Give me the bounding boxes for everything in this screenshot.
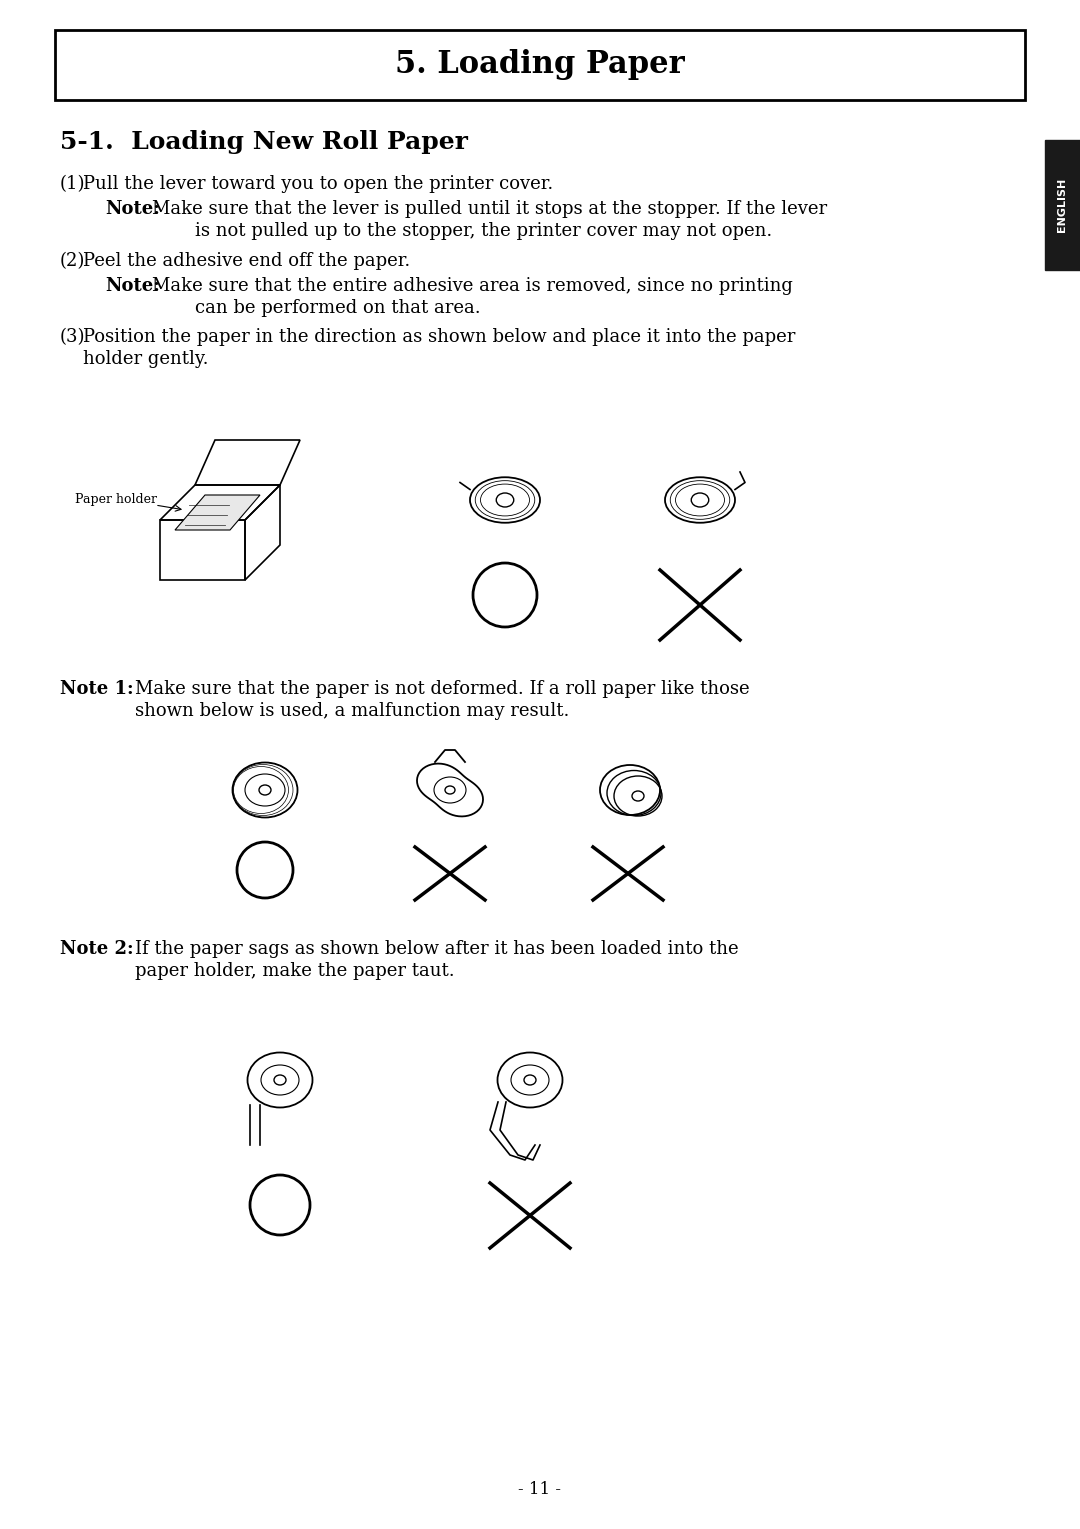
Text: If the paper sags as shown below after it has been loaded into the: If the paper sags as shown below after i… [135,940,739,959]
Ellipse shape [632,790,644,801]
Text: Peel the adhesive end off the paper.: Peel the adhesive end off the paper. [83,252,410,271]
Ellipse shape [247,1052,312,1107]
Text: (1): (1) [60,174,85,193]
Text: Note:: Note: [105,277,160,295]
FancyBboxPatch shape [55,31,1025,99]
Ellipse shape [470,477,540,523]
Text: Pull the lever toward you to open the printer cover.: Pull the lever toward you to open the pr… [83,174,553,193]
Text: 5-1.  Loading New Roll Paper: 5-1. Loading New Roll Paper [60,130,468,154]
Text: Position the paper in the direction as shown below and place it into the paper: Position the paper in the direction as s… [83,329,795,346]
Ellipse shape [498,1052,563,1107]
Text: Make sure that the entire adhesive area is removed, since no printing: Make sure that the entire adhesive area … [152,277,793,295]
Text: paper holder, make the paper taut.: paper holder, make the paper taut. [135,962,455,980]
Polygon shape [175,495,260,531]
Text: Note:: Note: [105,200,160,219]
Text: Note 2:: Note 2: [60,940,134,959]
Text: Note 1:: Note 1: [60,680,134,699]
Text: Paper holder: Paper holder [75,494,157,506]
Text: ENGLISH: ENGLISH [1057,177,1067,232]
Ellipse shape [445,786,455,794]
Ellipse shape [600,764,660,815]
Text: holder gently.: holder gently. [83,350,208,368]
Ellipse shape [691,492,708,508]
Text: (2): (2) [60,252,85,271]
Text: shown below is used, a malfunction may result.: shown below is used, a malfunction may r… [135,702,569,720]
Text: - 11 -: - 11 - [518,1482,562,1498]
Ellipse shape [274,1075,286,1086]
Ellipse shape [259,784,271,795]
Text: 5. Loading Paper: 5. Loading Paper [395,49,685,81]
Text: is not pulled up to the stopper, the printer cover may not open.: is not pulled up to the stopper, the pri… [195,222,772,240]
Polygon shape [417,763,483,816]
Text: Make sure that the paper is not deformed. If a roll paper like those: Make sure that the paper is not deformed… [135,680,750,699]
Text: Make sure that the lever is pulled until it stops at the stopper. If the lever: Make sure that the lever is pulled until… [152,200,827,219]
Ellipse shape [665,477,735,523]
Text: can be performed on that area.: can be performed on that area. [195,300,481,317]
Ellipse shape [496,492,514,508]
FancyBboxPatch shape [1045,141,1080,271]
Text: (3): (3) [60,329,85,346]
Ellipse shape [524,1075,536,1086]
Ellipse shape [232,763,297,818]
